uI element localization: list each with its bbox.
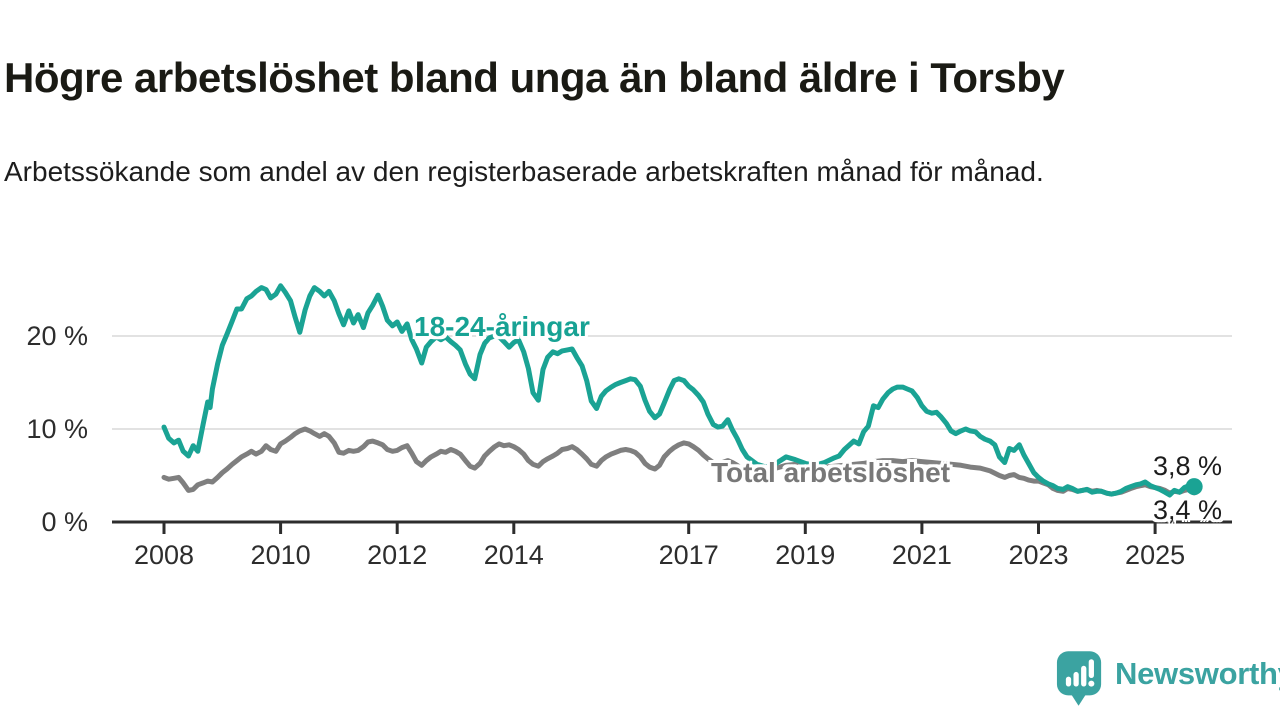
youth-unemployment-line (161, 283, 1197, 498)
newsworthy-logo-icon (1056, 651, 1102, 706)
youth-end-dot (1185, 478, 1203, 496)
x-tick-label: 2010 (250, 540, 311, 570)
total-series-label: Total arbetslöshet (711, 457, 951, 488)
x-tick-label: 2012 (367, 540, 428, 570)
y-tick-label: 20 % (26, 321, 88, 351)
x-tick-label: 2025 (1125, 540, 1186, 570)
x-tick-label: 2023 (1008, 540, 1069, 570)
total-end-value-label: 3,4 % (1152, 495, 1222, 525)
x-tick-label: 2017 (658, 540, 719, 570)
newsworthy-logo-text: Newsworthy (1115, 655, 1280, 691)
x-tick-label: 2008 (133, 540, 195, 570)
youth-end-value-label: 3,8 % (1152, 451, 1222, 481)
x-tick-label: 2021 (891, 540, 952, 570)
y-tick-label: 10 % (26, 414, 88, 444)
x-tick-label: 2014 (483, 540, 544, 570)
page-title: Högre arbetslöshet bland unga än bland ä… (4, 54, 1065, 102)
x-tick-label: 2019 (775, 540, 836, 570)
y-tick-label: 0 % (41, 507, 88, 537)
youth-series-label: 18-24-åringar (414, 311, 590, 342)
chart-subtitle: Arbetssökande som andel av den registerb… (4, 156, 1044, 187)
x-axis-ticks (162, 523, 1157, 534)
newsworthy-branding: Newsworthy (1056, 650, 1280, 707)
total-unemployment-line (161, 426, 1197, 497)
